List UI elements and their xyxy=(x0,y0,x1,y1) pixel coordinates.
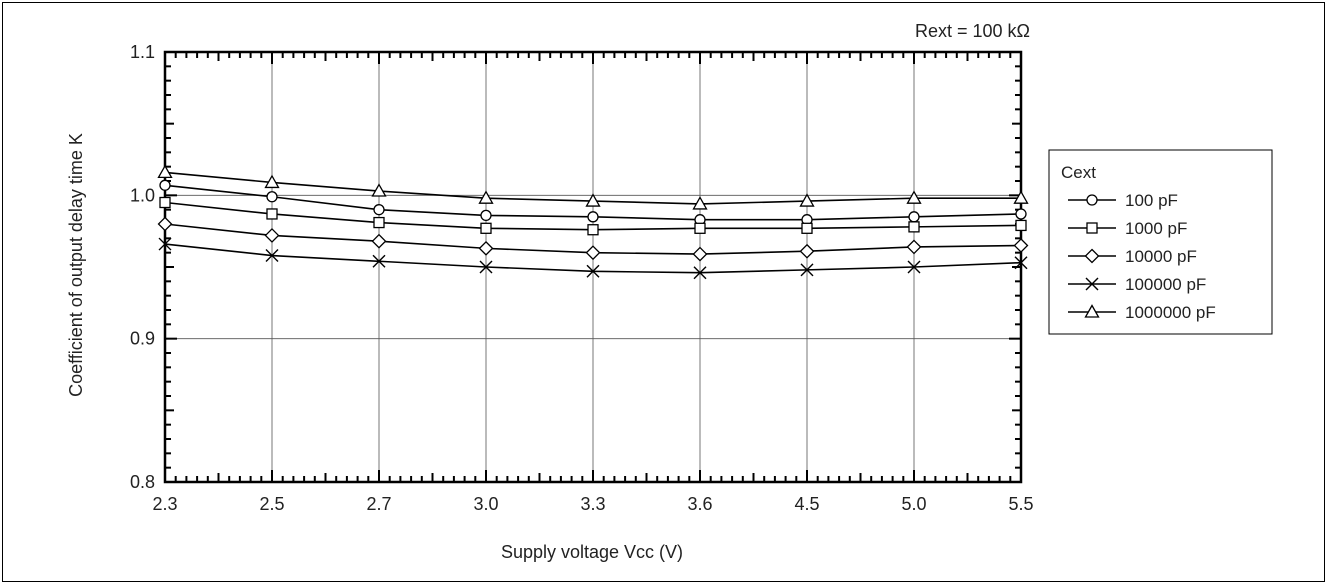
legend-item: 10000 pF xyxy=(1068,247,1197,266)
series-1000-pf xyxy=(159,196,1027,236)
x-marker-stroke xyxy=(1085,277,1099,291)
data-point xyxy=(1015,208,1027,220)
series-100000-pf xyxy=(158,237,1028,280)
data-point xyxy=(159,179,171,191)
x-marker-stroke xyxy=(265,249,279,263)
data-point xyxy=(157,164,173,179)
x-marker-stroke xyxy=(1014,256,1028,270)
x-tick-label: 3.6 xyxy=(687,494,712,514)
legend-marker xyxy=(1084,248,1100,264)
data-point xyxy=(372,254,386,268)
data-point xyxy=(265,249,279,263)
x-marker-stroke xyxy=(158,237,172,251)
x-tick-label: 3.3 xyxy=(580,494,605,514)
legend-marker xyxy=(1085,277,1099,291)
tick-labels: 2.3 2.5 2.7 3.0 3.3 3.6 4.5 5.0 5.5 0.8 0.9 1.0 1.1 xyxy=(130,42,1034,514)
data-point xyxy=(801,222,813,234)
x-marker-stroke xyxy=(479,260,493,274)
legend-items: 100 pF 1000 pF 10000 pF 100000 pF 1000000 pF xyxy=(1068,191,1216,322)
data-point xyxy=(908,211,920,223)
series-10000-pf xyxy=(157,216,1029,262)
data-point xyxy=(585,245,601,261)
data-point xyxy=(1013,190,1029,204)
data-point xyxy=(1013,238,1029,253)
x-marker-stroke xyxy=(372,254,386,268)
annotation-rext: Rext = 100 kΩ xyxy=(915,21,1030,41)
legend-label: 100000 pF xyxy=(1125,275,1206,294)
y-tick-label: 0.8 xyxy=(130,472,155,492)
x-axis-title: Supply voltage Vcc (V) xyxy=(501,542,683,562)
y-axis-title: Coefficient of output delay time K xyxy=(66,133,86,397)
series-100-pf xyxy=(159,179,1027,226)
legend-label: 1000000 pF xyxy=(1125,303,1216,322)
legend-marker xyxy=(1086,222,1098,234)
series-layer xyxy=(157,164,1029,280)
data-point xyxy=(159,196,171,209)
data-point xyxy=(479,260,493,274)
x-marker-stroke xyxy=(907,260,921,274)
legend-item: 1000000 pF xyxy=(1068,303,1216,322)
data-point xyxy=(371,183,387,197)
data-point xyxy=(800,263,814,277)
x-tick-label: 4.5 xyxy=(794,494,819,514)
x-marker-stroke xyxy=(800,263,814,277)
legend-item: 100 pF xyxy=(1068,191,1178,210)
x-tick-label: 5.5 xyxy=(1008,494,1033,514)
x-marker-stroke xyxy=(586,264,600,278)
y-tick-label: 0.9 xyxy=(130,329,155,349)
data-point xyxy=(693,266,707,280)
data-point xyxy=(264,228,280,243)
data-point xyxy=(1015,219,1027,232)
data-point xyxy=(906,239,922,255)
x-tick-label: 2.7 xyxy=(366,494,391,514)
x-tick-label: 2.5 xyxy=(259,494,284,514)
legend-marker xyxy=(1086,194,1098,206)
data-point xyxy=(586,264,600,278)
legend-title: Cext xyxy=(1061,163,1096,182)
data-point xyxy=(799,193,815,207)
series-1000000-pf xyxy=(157,164,1029,210)
y-tick-label: 1.1 xyxy=(130,42,155,62)
legend-label: 10000 pF xyxy=(1125,247,1197,266)
data-point xyxy=(266,208,278,220)
data-point xyxy=(692,196,708,210)
data-point xyxy=(264,174,280,189)
data-point xyxy=(587,211,599,223)
data-point xyxy=(907,260,921,274)
plot-area-border xyxy=(163,50,1023,484)
data-point xyxy=(1014,256,1028,270)
data-point xyxy=(587,224,599,236)
data-point xyxy=(585,193,601,207)
x-tick-label: 2.3 xyxy=(152,494,177,514)
x-tick-label: 3.0 xyxy=(473,494,498,514)
x-tick-label: 5.0 xyxy=(901,494,926,514)
data-point xyxy=(908,221,920,233)
data-point xyxy=(478,190,494,204)
data-point xyxy=(480,222,492,234)
data-point xyxy=(799,243,815,259)
legend-label: 100 pF xyxy=(1125,191,1178,210)
data-point xyxy=(373,204,385,216)
legend-marker xyxy=(1084,304,1100,318)
legend-item: 100000 pF xyxy=(1068,275,1206,294)
data-point xyxy=(694,222,706,234)
data-point xyxy=(373,216,385,229)
data-point xyxy=(158,237,172,251)
data-point xyxy=(906,190,922,204)
data-point xyxy=(480,209,492,222)
legend: Cext 100 pF 1000 pF 10000 pF 100000 pF 10000… xyxy=(1048,149,1273,335)
data-point xyxy=(157,216,173,232)
legend-item: 1000 pF xyxy=(1068,219,1187,238)
legend-label: 1000 pF xyxy=(1125,219,1187,238)
legend-box xyxy=(1048,149,1273,335)
data-point xyxy=(478,240,494,256)
y-tick-label: 1.0 xyxy=(130,185,155,205)
data-point xyxy=(266,191,278,203)
data-point xyxy=(371,233,387,249)
x-marker-stroke xyxy=(693,266,707,280)
data-point xyxy=(692,246,708,262)
